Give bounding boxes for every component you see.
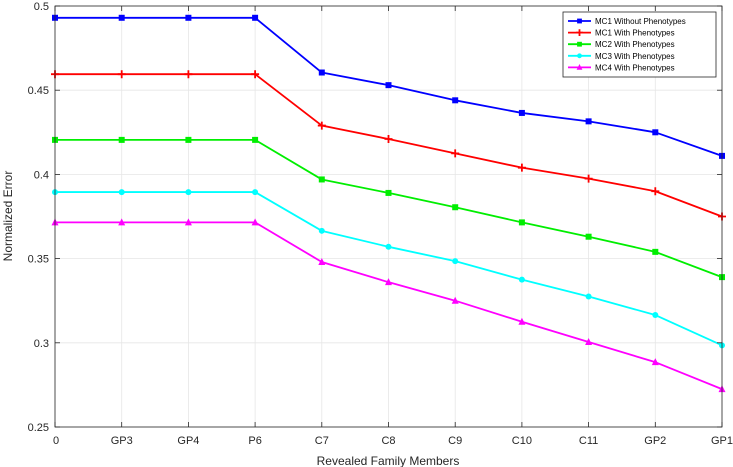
data-point bbox=[118, 189, 125, 196]
data-point bbox=[451, 296, 459, 304]
legend-item: MC1 With Phenotypes bbox=[568, 29, 675, 38]
x-tick-label: C7 bbox=[315, 435, 329, 447]
y-tick-label: 0.5 bbox=[34, 1, 49, 13]
data-point bbox=[518, 109, 525, 116]
x-tick-label: 0 bbox=[53, 435, 59, 447]
legend-item: MC2 With Phenotypes bbox=[568, 40, 675, 49]
data-point bbox=[118, 14, 125, 21]
data-point bbox=[652, 129, 659, 136]
data-point bbox=[118, 136, 125, 143]
x-tick-label: P6 bbox=[248, 435, 261, 447]
legend-label: MC4 With Phenotypes bbox=[595, 63, 675, 72]
data-point bbox=[577, 53, 582, 59]
legend: MC1 Without Phenotypes MC1 With Phenotype… bbox=[562, 11, 717, 78]
data-point bbox=[518, 276, 525, 283]
data-point bbox=[585, 118, 592, 125]
data-point bbox=[584, 174, 593, 183]
data-point bbox=[252, 136, 259, 143]
data-point bbox=[585, 233, 592, 240]
data-point bbox=[318, 176, 325, 183]
data-point bbox=[577, 41, 582, 47]
legend-label: MC2 With Phenotypes bbox=[595, 40, 675, 49]
y-tick-label: 0.4 bbox=[34, 169, 49, 181]
x-tick-label: C11 bbox=[579, 435, 598, 447]
tick-layer: 0 GP3 GP4 P6 C7 C8 C9 C10 C11 GP2 GP1 0.25 0.3 0.35 0.… bbox=[28, 1, 733, 447]
data-point bbox=[385, 278, 392, 286]
y-tick-label: 0.45 bbox=[28, 85, 49, 97]
data-point bbox=[518, 317, 526, 325]
data-point bbox=[651, 358, 659, 366]
data-point bbox=[385, 82, 392, 89]
data-point bbox=[185, 189, 192, 196]
data-point bbox=[117, 70, 126, 79]
x-tick-label: C9 bbox=[448, 435, 462, 447]
data-point bbox=[576, 64, 583, 70]
data-point bbox=[517, 163, 526, 172]
x-tick-label: GP4 bbox=[177, 435, 199, 447]
data-point bbox=[652, 248, 659, 255]
data-point bbox=[318, 69, 325, 76]
data-point bbox=[452, 258, 459, 265]
data-point bbox=[452, 204, 459, 211]
data-point bbox=[318, 227, 325, 234]
data-point bbox=[585, 337, 593, 345]
x-tick-label: GP1 bbox=[711, 435, 733, 447]
x-tick-label: C8 bbox=[381, 435, 395, 447]
data-point bbox=[252, 189, 259, 196]
data-point bbox=[251, 70, 260, 79]
legend-label: MC1 With Phenotypes bbox=[595, 29, 675, 38]
y-tick-label: 0.25 bbox=[28, 422, 49, 434]
legend-label: MC1 Without Phenotypes bbox=[595, 17, 686, 26]
x-tick-label: GP2 bbox=[644, 435, 666, 447]
data-point bbox=[251, 218, 259, 226]
legend-item: MC1 Without Phenotypes bbox=[568, 17, 686, 26]
legend-item: MC4 With Phenotypes bbox=[568, 63, 675, 72]
data-point bbox=[385, 243, 392, 250]
data-point bbox=[118, 218, 126, 226]
data-point bbox=[185, 136, 192, 143]
data-point bbox=[577, 18, 582, 24]
data-point bbox=[252, 14, 259, 21]
data-point bbox=[576, 29, 583, 36]
data-point bbox=[318, 257, 326, 265]
data-point bbox=[518, 219, 525, 226]
data-point bbox=[385, 189, 392, 196]
data-point bbox=[452, 97, 459, 104]
x-tick-label: C10 bbox=[512, 435, 532, 447]
x-axis-label: Revealed Family Members bbox=[317, 454, 460, 467]
data-point bbox=[651, 187, 660, 196]
data-point bbox=[451, 149, 460, 158]
data-point bbox=[184, 70, 193, 79]
data-point bbox=[184, 218, 192, 226]
y-tick-label: 0.35 bbox=[28, 254, 49, 266]
legend-label: MC3 With Phenotypes bbox=[595, 52, 675, 61]
data-point bbox=[384, 135, 393, 144]
y-axis-label: Normalized Error bbox=[1, 171, 15, 262]
data-point bbox=[652, 312, 659, 319]
legend-item: MC3 With Phenotypes bbox=[568, 52, 675, 61]
x-tick-label: GP3 bbox=[111, 435, 133, 447]
y-tick-label: 0.3 bbox=[34, 338, 49, 350]
data-point bbox=[317, 121, 326, 130]
data-point bbox=[585, 293, 592, 300]
data-point bbox=[185, 14, 192, 21]
